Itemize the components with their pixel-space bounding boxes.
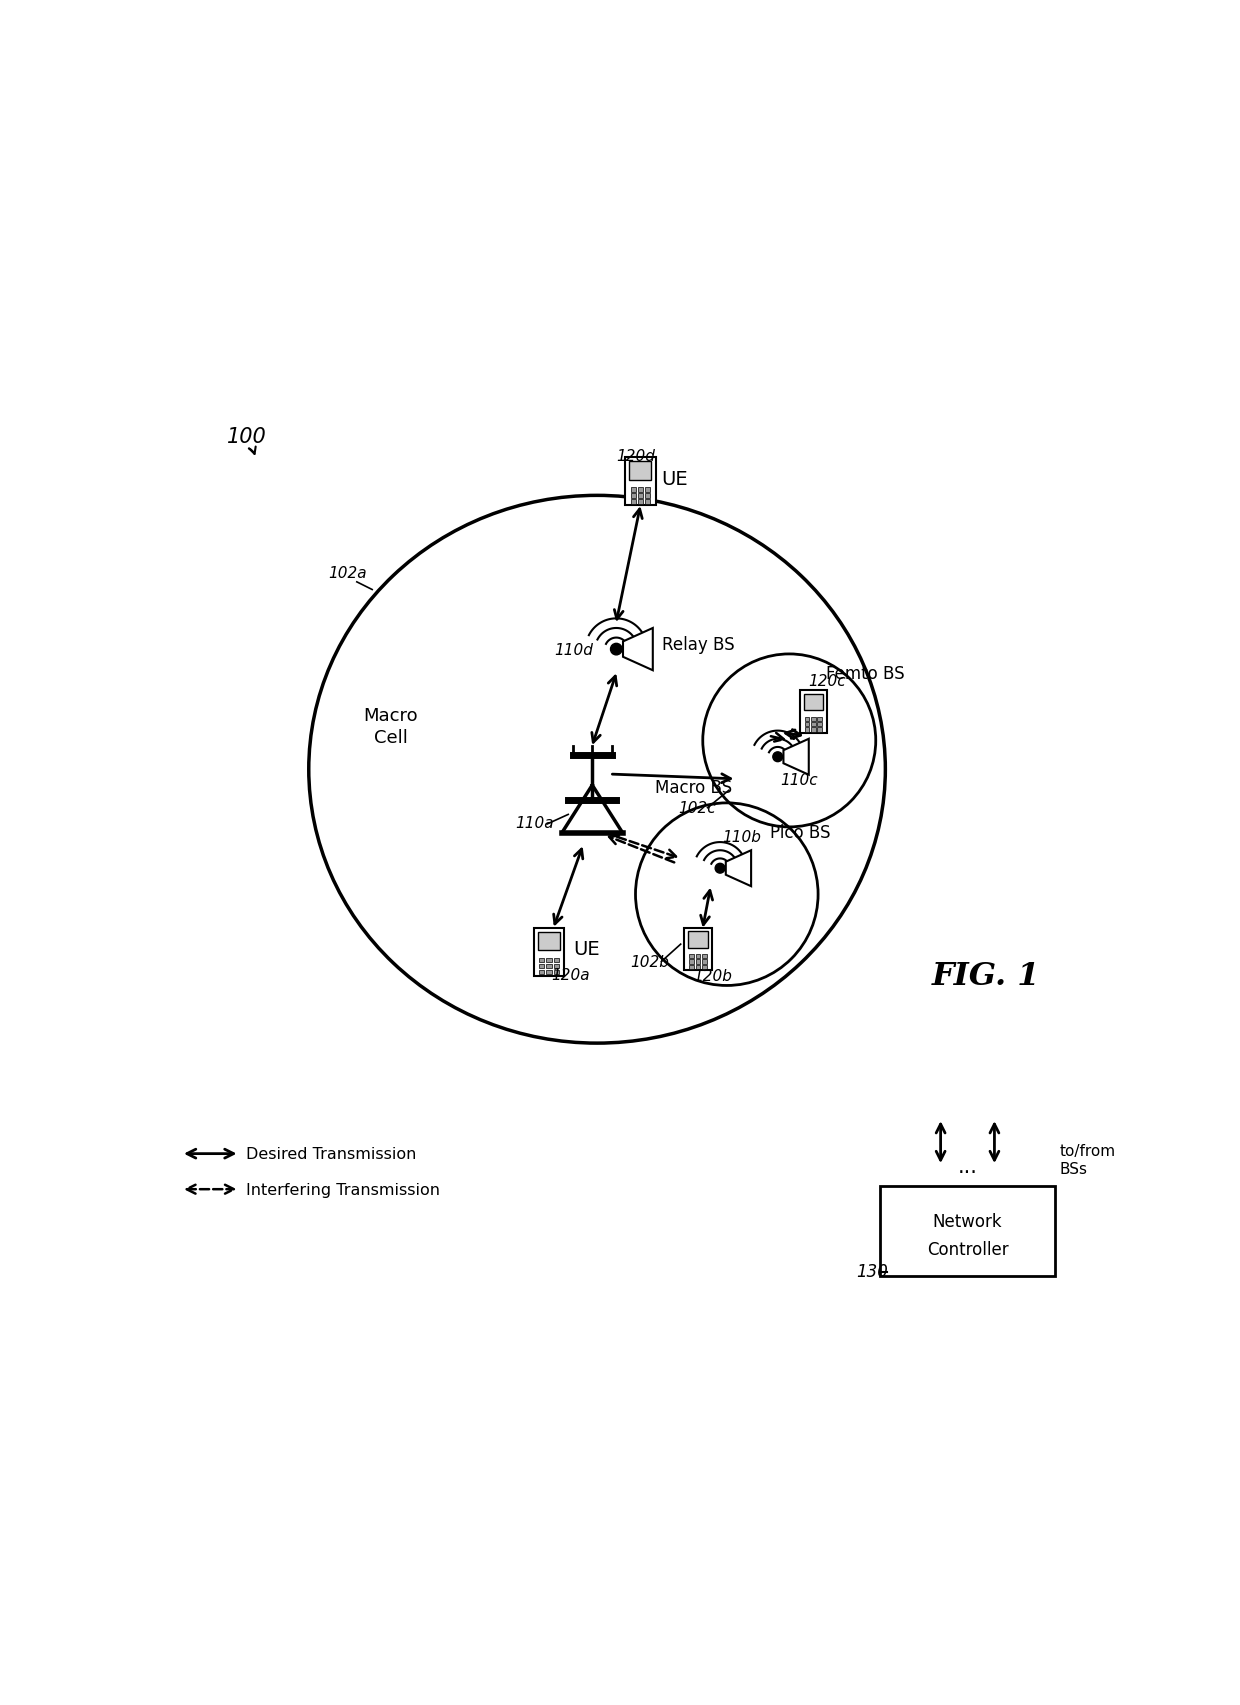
FancyBboxPatch shape: [684, 928, 712, 970]
Text: UE: UE: [661, 469, 688, 488]
FancyBboxPatch shape: [637, 493, 642, 498]
Text: ...: ...: [957, 1156, 977, 1176]
Text: 110c: 110c: [781, 772, 818, 788]
Text: Controller: Controller: [926, 1240, 1008, 1258]
Text: 120a: 120a: [551, 967, 589, 982]
FancyBboxPatch shape: [645, 488, 650, 493]
Polygon shape: [622, 629, 652, 670]
FancyBboxPatch shape: [630, 488, 636, 493]
FancyBboxPatch shape: [630, 500, 636, 505]
Circle shape: [773, 752, 782, 762]
Circle shape: [610, 644, 622, 655]
Text: Macro BS: Macro BS: [655, 777, 732, 796]
FancyBboxPatch shape: [539, 970, 544, 975]
FancyBboxPatch shape: [539, 965, 544, 968]
Text: UE: UE: [573, 939, 600, 958]
Text: 120b: 120b: [693, 968, 732, 984]
FancyBboxPatch shape: [811, 723, 816, 726]
FancyBboxPatch shape: [696, 965, 701, 970]
Text: Macro
Cell: Macro Cell: [363, 706, 418, 747]
Text: Network: Network: [932, 1212, 1002, 1231]
Circle shape: [715, 864, 725, 873]
FancyBboxPatch shape: [547, 965, 552, 968]
FancyBboxPatch shape: [811, 718, 816, 721]
FancyBboxPatch shape: [817, 723, 822, 726]
Text: 110b: 110b: [722, 830, 761, 844]
FancyBboxPatch shape: [696, 960, 701, 963]
FancyBboxPatch shape: [539, 958, 544, 963]
FancyBboxPatch shape: [702, 955, 707, 958]
Text: 110d: 110d: [554, 643, 593, 658]
FancyBboxPatch shape: [689, 960, 694, 963]
Text: to/from
BSs: to/from BSs: [1059, 1142, 1116, 1176]
FancyBboxPatch shape: [625, 457, 656, 506]
FancyBboxPatch shape: [645, 493, 650, 498]
FancyBboxPatch shape: [817, 728, 822, 731]
FancyBboxPatch shape: [553, 958, 559, 963]
FancyBboxPatch shape: [702, 965, 707, 970]
FancyBboxPatch shape: [817, 718, 822, 721]
Text: 120d: 120d: [616, 448, 655, 464]
FancyBboxPatch shape: [637, 488, 642, 493]
FancyBboxPatch shape: [702, 960, 707, 963]
FancyBboxPatch shape: [696, 955, 701, 958]
FancyBboxPatch shape: [547, 958, 552, 963]
FancyBboxPatch shape: [538, 933, 560, 951]
Text: Interfering Transmission: Interfering Transmission: [247, 1182, 440, 1197]
Text: Pico BS: Pico BS: [770, 824, 831, 841]
FancyBboxPatch shape: [804, 694, 823, 711]
Polygon shape: [784, 740, 808, 776]
FancyBboxPatch shape: [645, 500, 650, 505]
FancyBboxPatch shape: [637, 500, 642, 505]
FancyBboxPatch shape: [688, 933, 708, 948]
FancyBboxPatch shape: [805, 728, 810, 731]
FancyBboxPatch shape: [689, 965, 694, 970]
Text: 100: 100: [227, 428, 267, 447]
Text: Relay BS: Relay BS: [662, 636, 735, 655]
Text: 102b: 102b: [631, 955, 670, 970]
Text: 102a: 102a: [327, 566, 367, 581]
FancyBboxPatch shape: [811, 728, 816, 731]
FancyBboxPatch shape: [630, 462, 651, 481]
Text: 102c: 102c: [678, 801, 717, 817]
FancyBboxPatch shape: [547, 970, 552, 975]
Text: FIG. 1: FIG. 1: [932, 962, 1040, 992]
Text: 110a: 110a: [516, 815, 554, 830]
Polygon shape: [725, 851, 751, 887]
FancyBboxPatch shape: [553, 965, 559, 968]
FancyBboxPatch shape: [805, 718, 810, 721]
FancyBboxPatch shape: [800, 691, 827, 733]
FancyBboxPatch shape: [879, 1187, 1055, 1275]
FancyBboxPatch shape: [630, 493, 636, 498]
FancyBboxPatch shape: [689, 955, 694, 958]
Text: 120c: 120c: [808, 673, 846, 689]
Text: Desired Transmission: Desired Transmission: [247, 1146, 417, 1161]
Text: Femto BS: Femto BS: [826, 665, 904, 682]
FancyBboxPatch shape: [553, 970, 559, 975]
FancyBboxPatch shape: [533, 928, 564, 977]
FancyBboxPatch shape: [805, 723, 810, 726]
Text: 130: 130: [857, 1262, 888, 1280]
